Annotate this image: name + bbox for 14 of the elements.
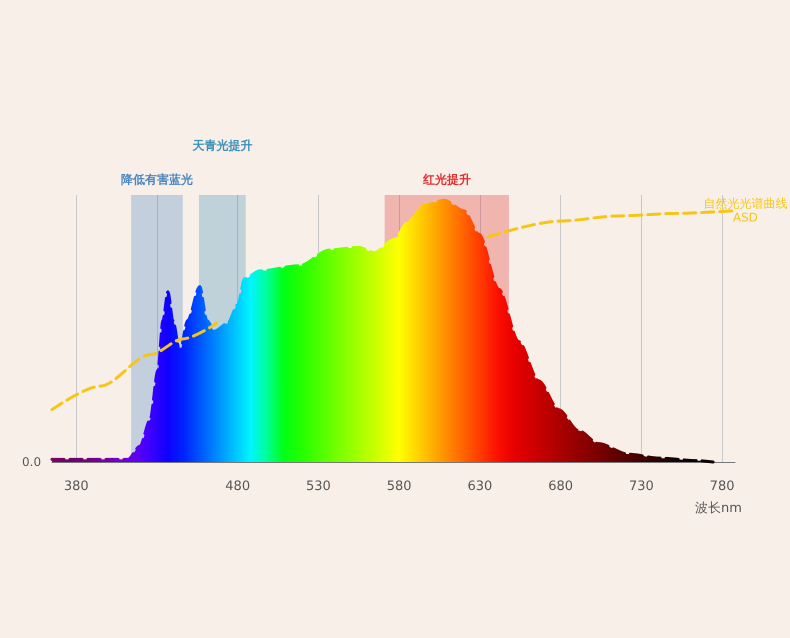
- text: 0.0: [22, 455, 42, 469]
- x-tick-label: 630: [467, 479, 492, 494]
- x-tick-label: 380: [64, 479, 89, 494]
- x-axis-title: 波长nm: [695, 501, 742, 516]
- x-tick-label: 580: [386, 479, 412, 494]
- x-tick-label: 680: [548, 479, 574, 494]
- band-label: 天青光提升: [191, 138, 252, 152]
- x-tick-label: 730: [628, 479, 654, 494]
- x-tick-label: 480: [225, 479, 250, 494]
- band-label: 降低有害蓝光: [120, 172, 193, 186]
- x-tick-label: 530: [306, 479, 331, 494]
- band-label: 红光提升: [422, 172, 471, 186]
- series-label: 自然光光谱曲线 ASD: [703, 196, 788, 225]
- x-tick-label: 780: [710, 479, 734, 494]
